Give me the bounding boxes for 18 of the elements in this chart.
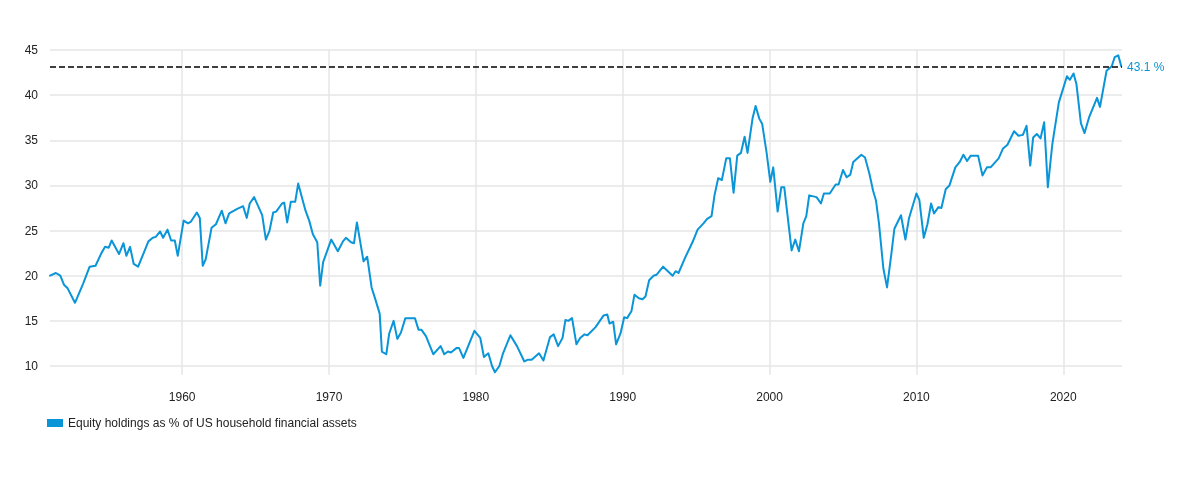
x-tick-label: 2000 bbox=[756, 390, 784, 404]
ref-line-label: 43.1 % bbox=[1127, 60, 1165, 75]
y-tick-label: 10 bbox=[24, 358, 39, 373]
x-tick-label: 1960 bbox=[168, 390, 196, 404]
y-tick-label: 25 bbox=[24, 223, 39, 238]
y-tick-label: 15 bbox=[24, 313, 39, 328]
x-tick-label: 2010 bbox=[903, 390, 931, 404]
y-tick-label: 20 bbox=[24, 268, 39, 283]
x-tick-label: 1970 bbox=[315, 390, 343, 404]
x-tick-label: 1980 bbox=[462, 390, 490, 404]
y-tick-label: 30 bbox=[24, 178, 39, 193]
x-tick-label: 2020 bbox=[1049, 390, 1077, 404]
y-tick-label: 40 bbox=[24, 88, 39, 103]
line-series bbox=[49, 54, 1123, 374]
y-tick-label: 35 bbox=[24, 133, 39, 148]
x-tick-label: 1990 bbox=[609, 390, 637, 404]
legend-label: Equity holdings as % of US household financial assets bbox=[68, 416, 357, 430]
y-tick-label: 45 bbox=[24, 43, 39, 57]
